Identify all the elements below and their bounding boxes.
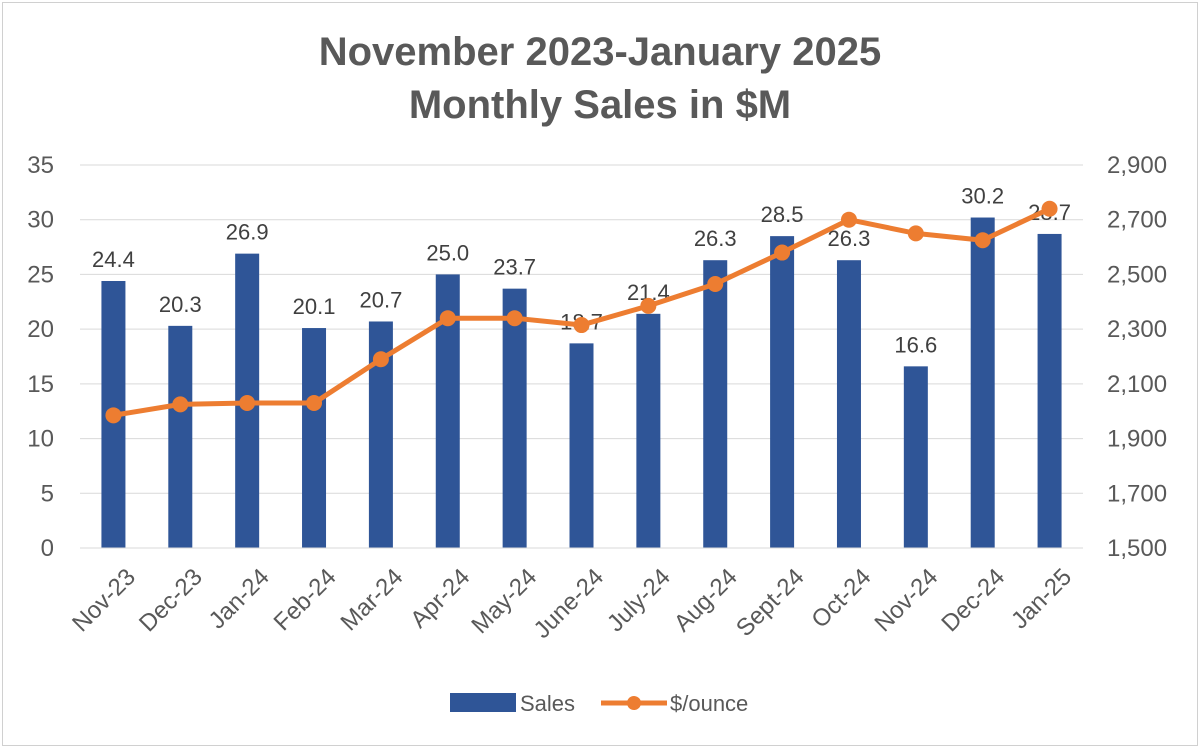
price-point xyxy=(974,232,991,249)
price-point xyxy=(840,211,857,228)
x-tick-label: Dec-24 xyxy=(936,563,1010,637)
y-right-tick-label: 2,100 xyxy=(1107,371,1167,398)
x-tick-label: July-24 xyxy=(602,563,676,637)
sales-data-label: 23.7 xyxy=(493,255,536,280)
y-right-tick-label: 1,700 xyxy=(1107,480,1167,507)
price-point xyxy=(372,351,389,368)
price-point xyxy=(573,317,590,334)
chart: November 2023-January 2025 Monthly Sales… xyxy=(27,30,1167,716)
price-point xyxy=(439,310,456,327)
price-point xyxy=(172,396,189,413)
chart-title-line-1: November 2023-January 2025 xyxy=(319,30,882,74)
y-left-tick-label: 15 xyxy=(27,371,54,398)
chart-title-line-2: Monthly Sales in $M xyxy=(409,83,791,127)
x-tick-label: Nov-23 xyxy=(67,563,141,637)
sales-bar xyxy=(903,366,928,548)
price-point xyxy=(640,297,657,314)
sales-data-label: 20.7 xyxy=(359,287,402,312)
x-tick-label: Apr-24 xyxy=(405,563,475,633)
sales-data-label: 16.6 xyxy=(894,332,937,357)
legend-sales-swatch xyxy=(450,693,516,712)
y-left-tick-label: 0 xyxy=(41,535,54,562)
legend-price-label: $/ounce xyxy=(670,691,748,716)
sales-data-label: 25.0 xyxy=(426,240,469,265)
y-right-tick-label: 2,500 xyxy=(1107,261,1167,288)
x-tick-label: Oct-24 xyxy=(806,563,876,633)
y-right-tick-label: 2,900 xyxy=(1107,152,1167,179)
sales-bar xyxy=(302,328,327,548)
y-left-tick-label: 20 xyxy=(27,316,54,343)
price-point xyxy=(907,225,924,242)
sales-bar xyxy=(1037,233,1062,548)
sales-bar xyxy=(703,260,728,548)
price-point xyxy=(105,407,122,424)
price-point xyxy=(239,395,256,412)
sales-data-label: 26.3 xyxy=(828,226,871,251)
legend-price-marker xyxy=(627,696,641,710)
sales-bar xyxy=(770,236,795,548)
sales-bar xyxy=(970,217,995,549)
price-point xyxy=(1041,200,1058,217)
y-left-tick-label: 10 xyxy=(27,426,54,453)
price-point xyxy=(506,310,523,327)
sales-bar xyxy=(636,313,661,548)
sales-data-label: 28.5 xyxy=(761,202,804,227)
y-right-tick-label: 2,700 xyxy=(1107,207,1167,234)
sales-data-label: 20.3 xyxy=(159,292,202,317)
sales-bar xyxy=(502,288,527,548)
x-tick-label: Mar-24 xyxy=(336,563,409,636)
y-left-tick-label: 30 xyxy=(27,207,54,234)
x-tick-label: Dec-23 xyxy=(134,563,208,637)
x-tick-label: Sept-24 xyxy=(731,563,810,642)
left-axis: 0 5 10 15 20 25 30 35 xyxy=(27,152,54,562)
legend-sales-label: Sales xyxy=(520,691,575,716)
sales-bars xyxy=(101,217,1062,549)
x-tick-label: Jan-25 xyxy=(1006,563,1077,634)
y-right-tick-label: 2,300 xyxy=(1107,316,1167,343)
y-left-tick-label: 25 xyxy=(27,261,54,288)
sales-data-label: 30.2 xyxy=(961,184,1004,209)
x-tick-label: Feb-24 xyxy=(269,563,342,636)
sales-bar xyxy=(168,325,193,548)
sales-bar xyxy=(836,260,861,548)
sales-data-label: 20.1 xyxy=(293,294,336,319)
y-left-tick-label: 35 xyxy=(27,152,54,179)
price-point xyxy=(306,395,323,412)
x-tick-label: Aug-24 xyxy=(669,563,743,637)
sales-data-label: 26.3 xyxy=(694,226,737,251)
x-tick-label: Jan-24 xyxy=(204,563,275,634)
sales-bar xyxy=(569,343,594,548)
sales-data-label: 26.9 xyxy=(226,220,269,245)
x-axis: Nov-23Dec-23Jan-24Feb-24Mar-24Apr-24May-… xyxy=(67,547,1083,644)
x-tick-label: June-24 xyxy=(529,563,609,643)
legend: Sales $/ounce xyxy=(450,691,748,716)
y-right-tick-label: 1,900 xyxy=(1107,426,1167,453)
y-right-tick-label: 1,500 xyxy=(1107,535,1167,562)
y-left-tick-label: 5 xyxy=(41,480,54,507)
right-axis: 1,500 1,700 1,900 2,100 2,300 2,500 2,700 2,900 xyxy=(1107,152,1167,562)
sales-data-label: 24.4 xyxy=(92,247,135,272)
x-tick-label: Nov-24 xyxy=(870,563,944,637)
price-line xyxy=(105,200,1058,424)
price-point xyxy=(774,244,791,261)
price-point xyxy=(707,276,724,293)
